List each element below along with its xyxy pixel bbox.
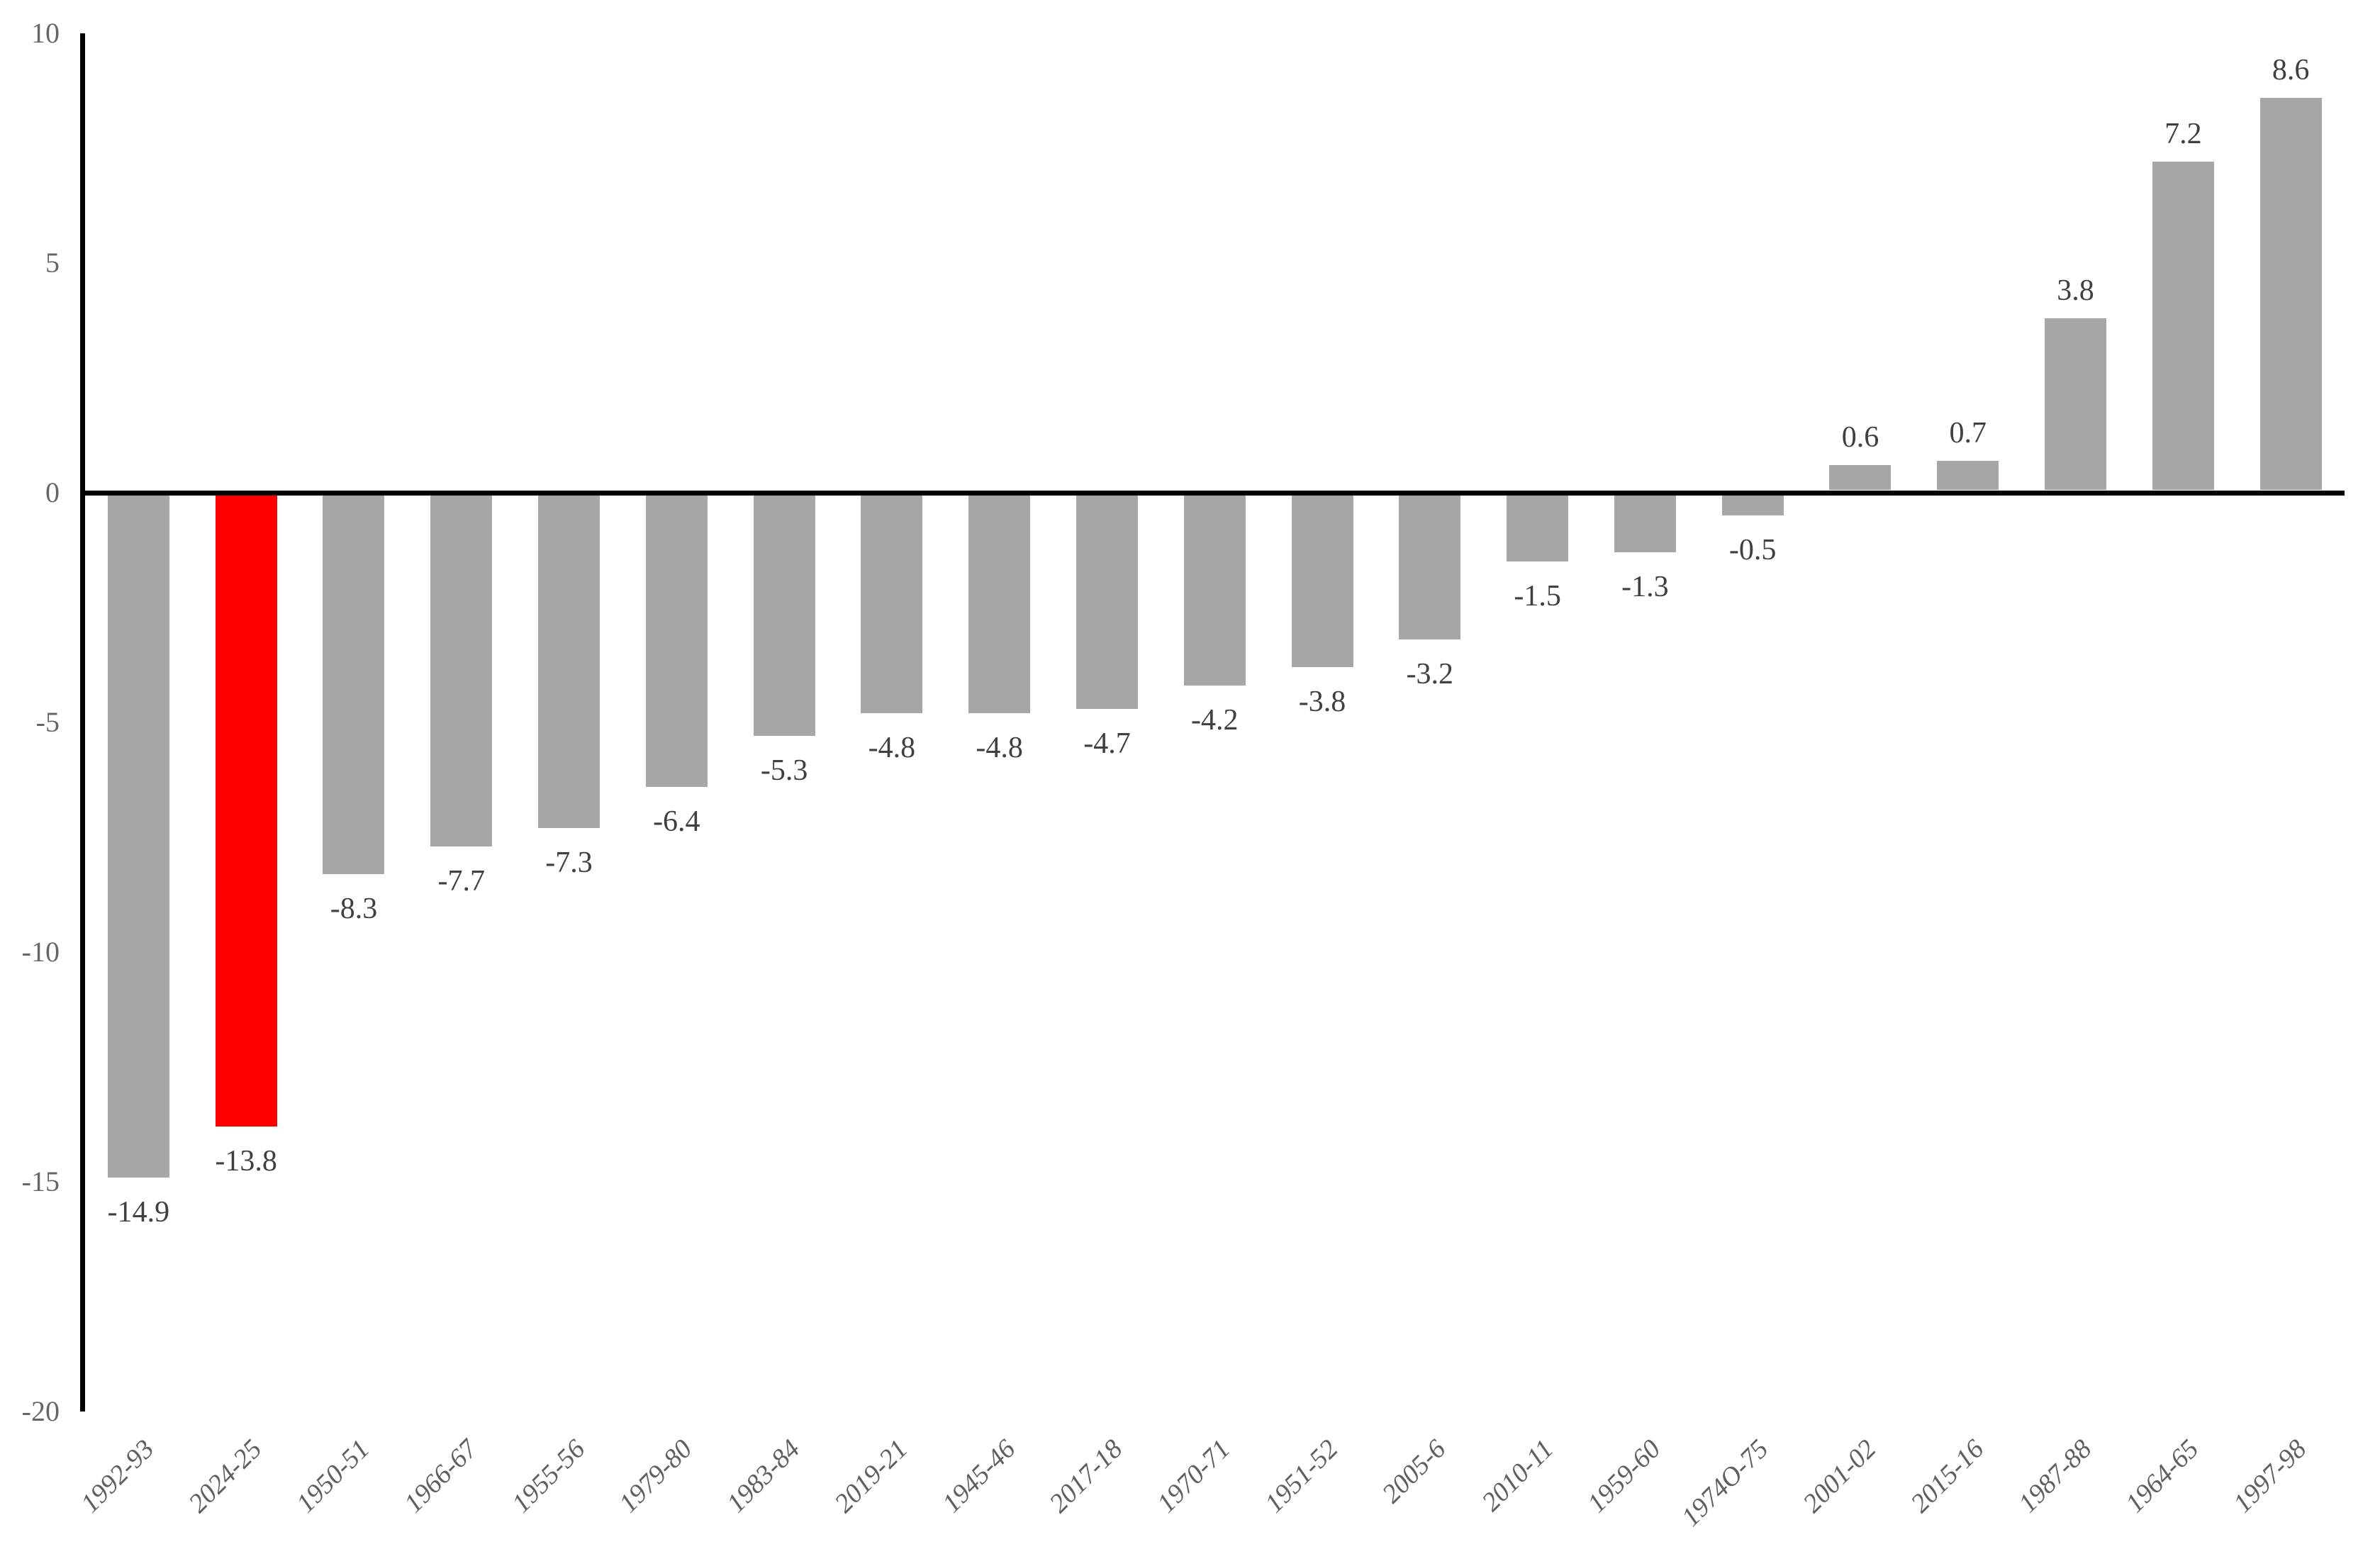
bar-value-label: -7.7 <box>437 864 486 898</box>
bar-value-label: -5.3 <box>760 754 808 788</box>
bar-1983-84 <box>753 495 815 737</box>
bar-1959-60 <box>1614 495 1676 553</box>
bar-1987-88 <box>2045 318 2107 491</box>
bar-1945-46 <box>968 495 1031 714</box>
bar-value-label: 8.6 <box>2272 53 2310 86</box>
x-axis-label-1992-93: 1992-93 <box>75 1433 160 1519</box>
bar-value-label: -4.7 <box>1083 727 1131 760</box>
bar-value-label: -13.8 <box>215 1145 277 1178</box>
bar-value-label: -3.2 <box>1406 658 1454 691</box>
bar-1951-52 <box>1291 495 1353 668</box>
bar-value-label: -4.2 <box>1191 704 1239 737</box>
bar-value-label: -4.8 <box>868 732 916 765</box>
bar-1979-80 <box>645 495 708 787</box>
bar-value-label: 3.8 <box>2057 274 2094 307</box>
bar-2001-02 <box>1829 465 1892 491</box>
x-axis-zero-baseline <box>79 490 2345 496</box>
bar-value-label: -8.3 <box>330 892 378 925</box>
y-axis-tick-label: -10 <box>21 936 60 968</box>
bar-2024-25 <box>215 495 277 1127</box>
y-axis-tick-label: 0 <box>45 476 60 508</box>
bar-value-label: 0.7 <box>1949 416 1987 449</box>
bar-1966-67 <box>430 495 493 846</box>
y-axis-line <box>79 33 85 1412</box>
bar-2010-11 <box>1507 495 1569 562</box>
bar-value-label: -6.4 <box>653 805 700 838</box>
y-axis-tick-label: -5 <box>35 706 60 738</box>
bar-2017-18 <box>1076 495 1138 709</box>
bar-value-label: -1.5 <box>1514 580 1561 613</box>
y-axis-tick-label: 5 <box>45 247 60 279</box>
bar-value-label: 7.2 <box>2164 118 2202 151</box>
bar-1974O-75 <box>1721 495 1784 516</box>
y-axis-tick-label: -15 <box>21 1166 60 1197</box>
bar-2015-16 <box>1937 460 1999 491</box>
bar-1950-51 <box>323 495 385 874</box>
bar-1997-98 <box>2259 97 2322 491</box>
bar-value-label: -4.8 <box>976 732 1023 765</box>
bar-value-label: -7.3 <box>545 846 593 880</box>
bar-2019-21 <box>861 495 923 714</box>
y-axis-tick-label: -20 <box>21 1395 60 1427</box>
bar-1970-71 <box>1183 495 1246 686</box>
y-axis-tick-label: 10 <box>31 17 60 49</box>
bar-value-label: -1.3 <box>1621 571 1669 604</box>
bar-value-label: -3.8 <box>1298 686 1346 719</box>
bar-1964-65 <box>2152 162 2214 491</box>
bar-value-label: 0.6 <box>1841 421 1879 454</box>
bar-1992-93 <box>107 495 169 1178</box>
bar-1955-56 <box>538 495 600 829</box>
bar-2005-6 <box>1399 495 1461 640</box>
bar-value-label: -14.9 <box>107 1195 170 1229</box>
bar-value-label: -0.5 <box>1728 534 1777 567</box>
